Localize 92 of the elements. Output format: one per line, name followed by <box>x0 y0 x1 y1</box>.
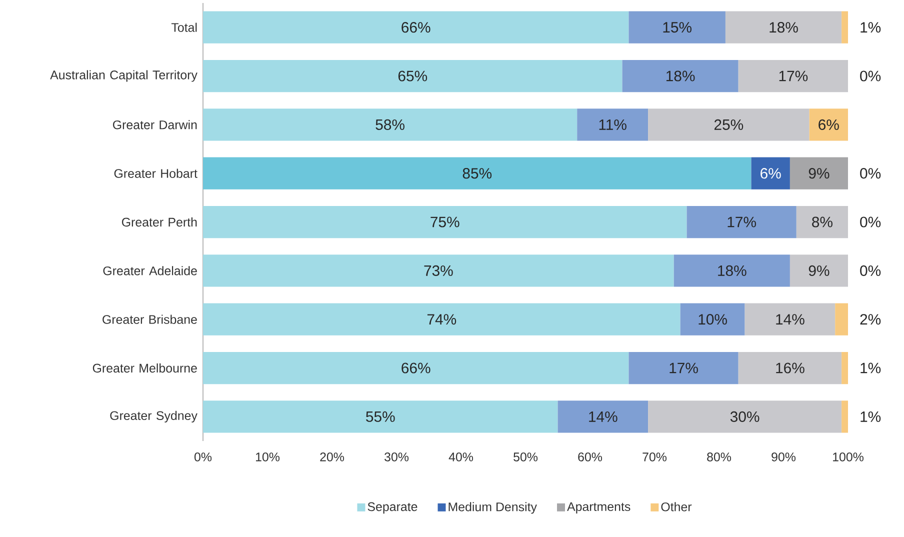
data-label: 2% <box>860 314 881 325</box>
data-label: 6% <box>760 168 781 179</box>
bar <box>203 400 558 433</box>
y-tick-label: Greater Perth <box>122 217 197 227</box>
data-label: 0% <box>860 70 881 82</box>
bar <box>842 352 848 384</box>
data-label: 55% <box>366 411 395 422</box>
bar <box>203 60 622 92</box>
data-label: 0% <box>860 168 881 179</box>
bar <box>738 352 842 384</box>
data-label: 58% <box>376 119 404 130</box>
x-tick-label: 10% <box>256 452 280 462</box>
data-label: 17% <box>779 70 808 82</box>
bar <box>790 157 848 190</box>
data-label: 66% <box>402 362 430 374</box>
data-label: 17% <box>728 216 756 228</box>
bar <box>203 352 629 384</box>
bar <box>842 400 848 433</box>
y-tick-label: Greater Sydney <box>110 410 198 422</box>
x-tick-label: 0% <box>194 452 212 462</box>
x-tick-label: 40% <box>448 452 474 462</box>
x-tick-label: 90% <box>772 452 796 462</box>
bar <box>203 254 674 287</box>
legend-label: Apartments <box>567 502 630 514</box>
x-tick-label: 80% <box>707 452 732 462</box>
bar <box>203 108 578 141</box>
data-label: 16% <box>776 362 804 374</box>
data-label: 9% <box>808 265 830 276</box>
data-label: 14% <box>589 411 618 422</box>
data-label: 18% <box>718 265 746 276</box>
bar <box>558 400 648 433</box>
y-tick-label: Greater Hobart <box>114 168 198 178</box>
bar <box>738 60 848 92</box>
data-label: 15% <box>663 22 692 33</box>
data-label: 6% <box>818 119 839 130</box>
data-label: 66% <box>402 22 430 33</box>
data-label: 0% <box>860 216 881 228</box>
y-tick-label: Total <box>171 22 197 32</box>
legend-label: Other <box>661 502 692 512</box>
data-label: 1% <box>860 411 881 422</box>
data-label: 25% <box>714 119 744 130</box>
data-label: 85% <box>462 168 492 179</box>
data-label: 9% <box>808 168 830 179</box>
data-label: 8% <box>812 216 832 228</box>
data-label: 11% <box>599 119 626 130</box>
bar <box>790 254 848 287</box>
bar <box>203 157 752 190</box>
bar <box>203 303 680 336</box>
bar <box>725 11 842 44</box>
data-label: 74% <box>427 314 456 325</box>
bar <box>809 108 848 141</box>
bar <box>796 206 848 238</box>
bar <box>628 352 738 384</box>
bar <box>744 303 836 336</box>
x-tick-label: 70% <box>642 452 667 462</box>
y-tick-label: Greater Darwin <box>112 120 197 130</box>
bar <box>203 11 629 44</box>
bar <box>680 303 745 336</box>
y-tick-label: Greater Adelaide <box>103 266 197 276</box>
bar <box>835 303 848 336</box>
data-label: 14% <box>776 314 804 325</box>
bar <box>751 157 790 190</box>
data-label: 18% <box>770 22 798 33</box>
x-tick-label: 20% <box>320 452 344 462</box>
data-label: 73% <box>424 265 453 276</box>
bar <box>622 60 738 92</box>
data-label: 75% <box>430 216 460 228</box>
bar <box>674 254 790 287</box>
data-label: 0% <box>860 265 881 276</box>
x-tick-label: 60% <box>578 452 602 462</box>
data-label: 10% <box>698 314 727 325</box>
bar <box>686 206 796 238</box>
data-label: 1% <box>860 22 881 33</box>
x-tick-label: 30% <box>384 452 409 462</box>
x-tick-label: 100% <box>833 452 864 462</box>
legend-label: Medium Density <box>448 502 537 514</box>
data-label: 18% <box>666 70 695 82</box>
bar <box>648 400 842 433</box>
bar <box>842 11 848 44</box>
y-tick-label: Greater Brisbane <box>102 314 197 324</box>
bar <box>203 206 687 238</box>
x-tick-label: 50% <box>514 452 538 462</box>
data-label: 30% <box>730 411 760 422</box>
data-label: 65% <box>398 70 428 82</box>
data-label: 17% <box>670 362 698 374</box>
data-label: 1% <box>860 362 881 374</box>
y-tick-label: Australian Capital Territory <box>50 70 198 82</box>
bar <box>628 11 726 44</box>
bar <box>648 108 810 141</box>
legend-label: Separate <box>368 502 418 514</box>
bar <box>577 108 648 141</box>
y-tick-label: Greater Melbourne <box>92 363 197 373</box>
